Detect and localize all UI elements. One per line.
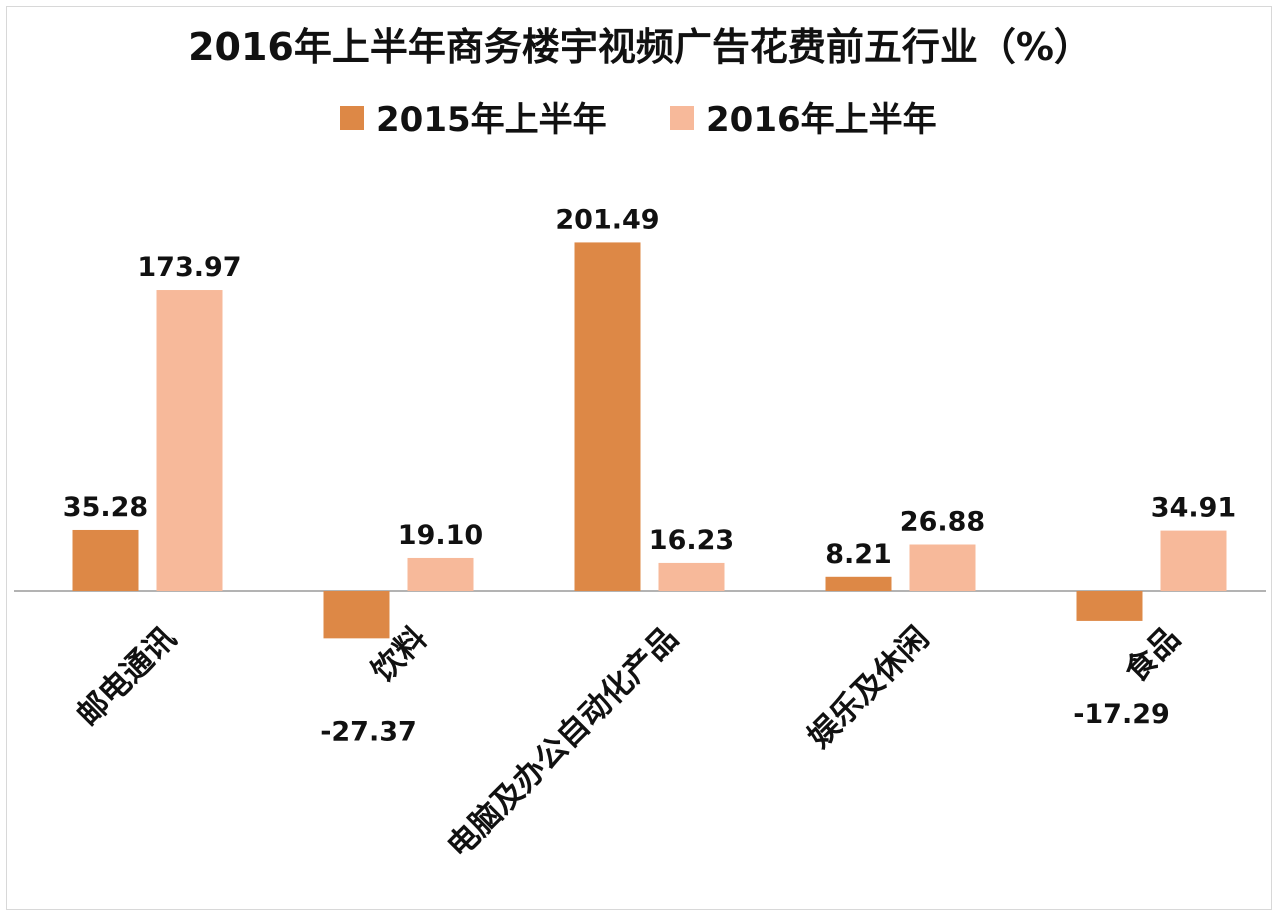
- data-label-2015-3: 8.21: [825, 539, 892, 570]
- chart-frame: [6, 6, 1272, 910]
- data-label-2015-2: 201.49: [555, 204, 659, 235]
- legend-label-2015: 2015年上半年: [376, 100, 607, 140]
- legend-swatch-2016: [670, 106, 694, 130]
- legend-label-2016: 2016年上半年: [706, 100, 937, 140]
- data-label-2016-3: 26.88: [900, 506, 985, 537]
- bar-2015-0: [72, 529, 139, 591]
- bar-2016-4: [1160, 530, 1227, 591]
- category-label-0: 邮电通讯: [70, 620, 183, 733]
- bar-2015-4: [1076, 591, 1143, 621]
- legend-swatch-2015: [340, 106, 364, 130]
- data-label-2016-2: 16.23: [649, 525, 734, 556]
- data-label-2016-0: 173.97: [137, 252, 241, 283]
- category-label-2: 电脑及办公自动化产品: [440, 620, 685, 865]
- data-label-2015-0: 35.28: [63, 492, 148, 523]
- chart-title: 2016年上半年商务楼宇视频广告花费前五行业（%）: [188, 25, 1092, 69]
- bar-2016-0: [156, 290, 223, 591]
- data-label-2015-4: -17.29: [1073, 699, 1170, 730]
- legend: 2015年上半年 2016年上半年: [340, 100, 937, 140]
- bar-2016-3: [909, 544, 976, 591]
- data-label-2016-1: 19.10: [398, 520, 483, 551]
- category-label-4: 食品: [1118, 620, 1187, 689]
- category-label-3: 娱乐及休闲: [801, 620, 936, 755]
- bar-2015-2: [574, 242, 641, 591]
- bar-2016-2: [658, 562, 725, 591]
- bar-2016-1: [407, 557, 474, 591]
- bar-2015-1: [323, 591, 390, 639]
- bar-2015-3: [825, 576, 892, 591]
- data-label-2015-1: -27.37: [320, 716, 417, 747]
- data-label-2016-4: 34.91: [1151, 493, 1236, 524]
